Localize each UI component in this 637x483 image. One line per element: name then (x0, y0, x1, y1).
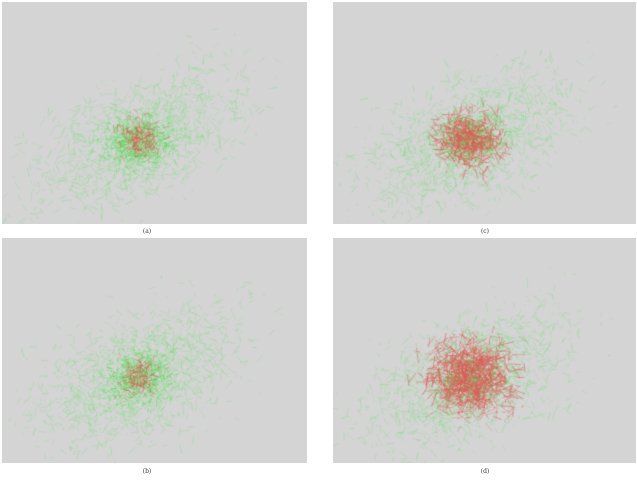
network-image-b (2, 238, 307, 463)
caption-a: (a) (142, 228, 152, 235)
network-image-a (2, 2, 307, 224)
network-canvas-d (333, 238, 636, 463)
network-image-d (333, 238, 636, 463)
network-image-c (333, 2, 636, 224)
network-canvas-c (333, 2, 636, 224)
network-canvas-a (2, 2, 307, 224)
caption-d: (d) (480, 468, 490, 475)
caption-b: (b) (142, 468, 152, 475)
caption-c: (c) (480, 228, 490, 235)
network-canvas-b (2, 238, 307, 463)
